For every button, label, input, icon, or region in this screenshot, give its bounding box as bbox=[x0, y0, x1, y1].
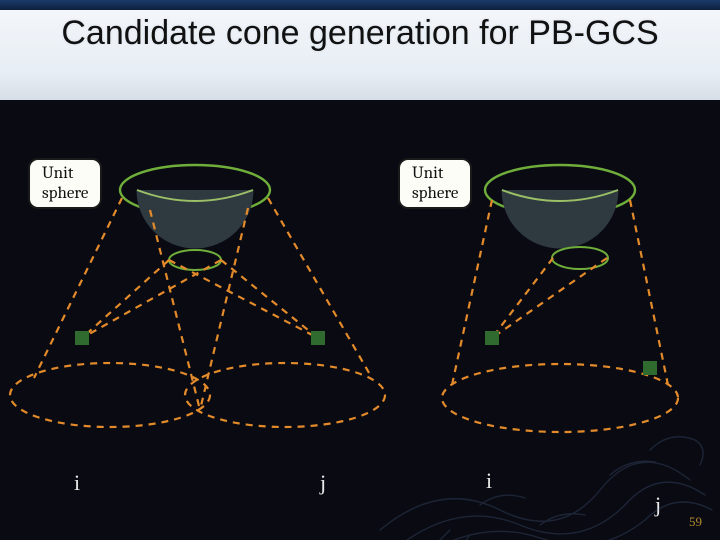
left-cone-i-r bbox=[82, 260, 221, 338]
right-j-label: j bbox=[655, 492, 661, 518]
left-cone-j-r bbox=[221, 260, 318, 338]
right-inner-ellipse bbox=[552, 247, 608, 269]
right-cone-i-l bbox=[492, 258, 553, 338]
top-bar bbox=[0, 0, 720, 10]
right-i-label: i bbox=[486, 468, 492, 494]
left-hemisphere bbox=[137, 190, 253, 248]
left-unit-sphere-label: Unit sphere bbox=[28, 158, 102, 209]
right-node-i-square bbox=[485, 331, 499, 345]
right-outer-r bbox=[630, 200, 668, 385]
right-cone-i-r bbox=[492, 258, 607, 338]
left-floor-ellipse-j bbox=[185, 363, 385, 427]
page-title: Candidate cone generation for PB-GCS bbox=[0, 14, 720, 53]
left-node-j-square bbox=[311, 331, 325, 345]
right-unit-sphere-label: Unit sphere bbox=[398, 158, 472, 209]
left-node-i-square bbox=[75, 331, 89, 345]
left-j-label: j bbox=[320, 470, 326, 496]
left-floor-ellipse-i bbox=[10, 363, 210, 427]
left-cone-j-l bbox=[169, 260, 318, 338]
right-outer-l bbox=[452, 200, 492, 385]
left-cone-i-l bbox=[82, 260, 169, 338]
left-outer-j-r bbox=[268, 198, 372, 378]
left-i-label: i bbox=[74, 470, 80, 496]
left-outer-i-l bbox=[34, 198, 122, 378]
left-inner-ellipse bbox=[169, 250, 221, 270]
right-node-j-square bbox=[643, 361, 657, 375]
slide-root: Candidate cone generation for PB-GCS bbox=[0, 0, 720, 540]
page-number: 59 bbox=[689, 514, 702, 530]
right-floor-ellipse bbox=[442, 364, 678, 432]
right-hemisphere bbox=[502, 190, 618, 248]
